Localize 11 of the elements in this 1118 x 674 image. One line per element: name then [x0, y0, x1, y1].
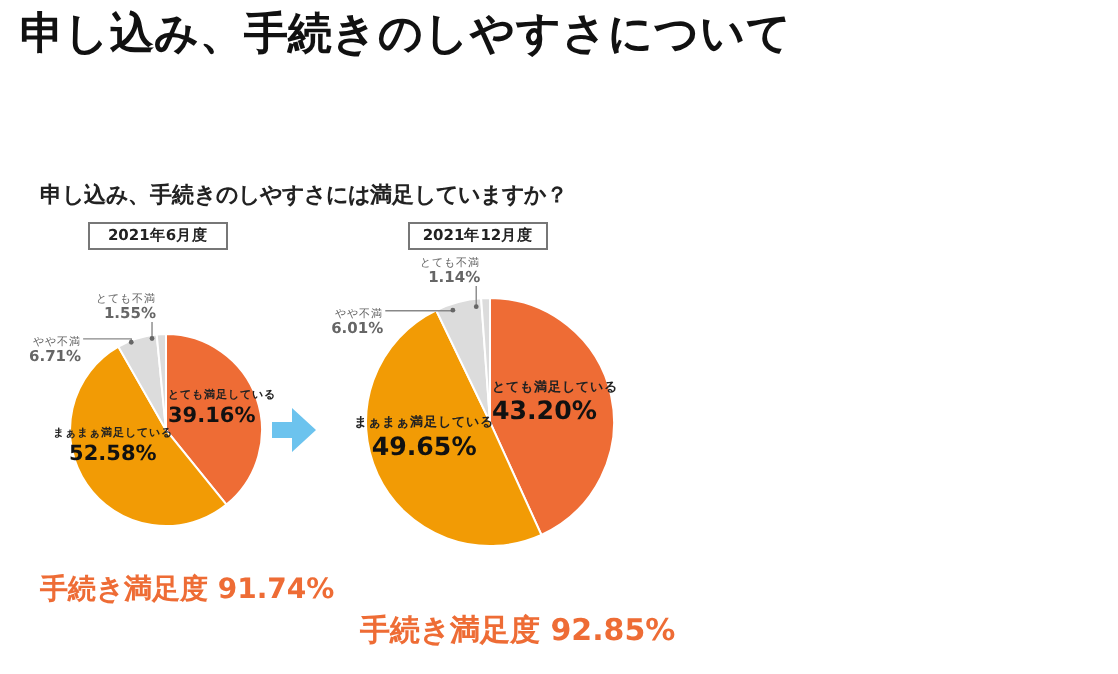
data-label: 6.71% — [29, 346, 83, 365]
data-label: 1.55% — [103, 304, 157, 322]
data-label: 49.65% — [371, 430, 478, 461]
data-label: 6.01% — [331, 318, 385, 337]
text: 申し込み、手続きのしやすさについて — [20, 8, 792, 64]
text: 手続き満足度 92.85% — [360, 612, 676, 650]
data-label: 39.16% — [168, 403, 257, 428]
data-label: 43.20% — [492, 395, 598, 426]
text: 申し込み、手続きのしやすさには満足していますか？ — [40, 180, 568, 210]
data-label: 1.14% — [428, 268, 482, 286]
text: 手続き満足度 91.74% — [40, 572, 335, 608]
